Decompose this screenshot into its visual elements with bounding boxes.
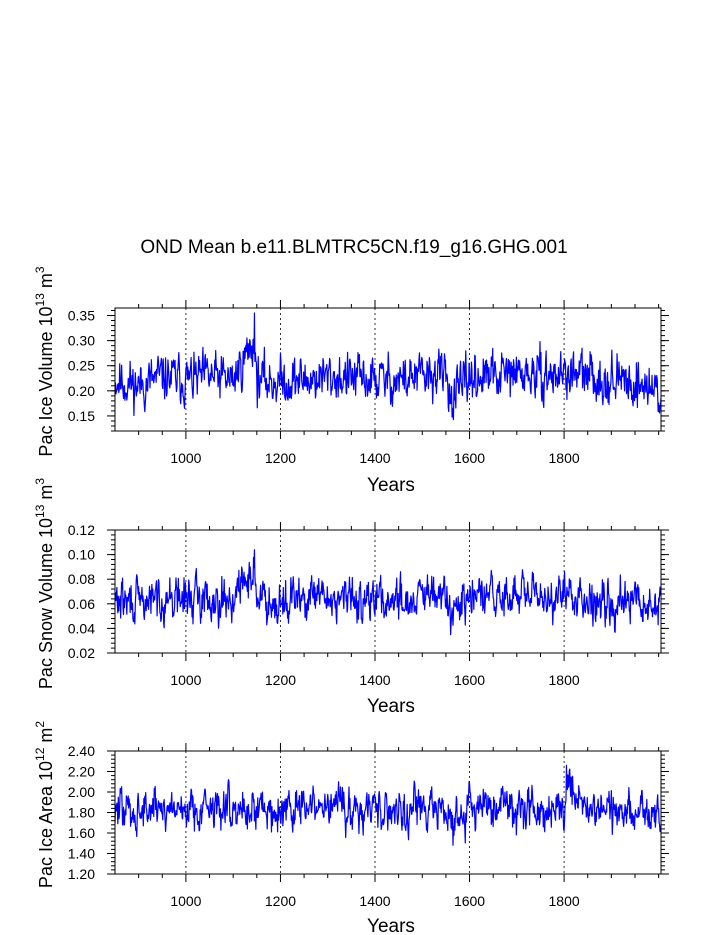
- chart-title: OND Mean b.e11.BLMTRC5CN.f19_g16.GHG.001: [140, 237, 567, 258]
- x-tick-label: 1800: [549, 672, 580, 688]
- y-tick-label: 0.20: [68, 383, 95, 399]
- y-tick-label: 0.25: [68, 358, 95, 374]
- x-tick-label: 1400: [359, 672, 390, 688]
- y-tick-label: 2.00: [68, 784, 95, 800]
- x-tick-label: 1800: [549, 450, 580, 466]
- x-tick-label: 1600: [454, 893, 485, 909]
- y-tick-label: 2.20: [68, 764, 95, 780]
- x-axis-title: Years: [367, 696, 415, 717]
- series-line: [114, 312, 662, 421]
- x-axis-title: Years: [367, 916, 415, 935]
- x-tick-label: 1200: [265, 450, 296, 466]
- y-axis-title: Pac Ice Area 1012 m2: [33, 721, 56, 888]
- y-tick-label: 0.35: [68, 308, 95, 324]
- x-tick-label: 1000: [170, 893, 201, 909]
- y-tick-label: 2.40: [68, 743, 95, 759]
- y-tick-label: 0.08: [68, 571, 95, 587]
- y-tick-label: 1.80: [68, 805, 95, 821]
- series-line: [114, 549, 662, 636]
- x-tick-label: 1400: [359, 893, 390, 909]
- plot-frame: [114, 529, 662, 654]
- y-tick-label: 0.06: [68, 596, 95, 612]
- series-line: [114, 764, 662, 846]
- y-axis-title: Pac Snow Volume 1013 m3: [33, 478, 56, 689]
- y-tick-label: 0.30: [68, 333, 95, 349]
- x-tick-label: 1400: [359, 450, 390, 466]
- y-tick-label: 0.02: [68, 645, 95, 661]
- plot-frame: [114, 307, 662, 432]
- y-tick-label: 0.04: [68, 620, 95, 636]
- x-tick-label: 1200: [265, 672, 296, 688]
- y-tick-label: 0.10: [68, 547, 95, 563]
- x-tick-label: 1200: [265, 893, 296, 909]
- x-tick-label: 1800: [549, 893, 580, 909]
- panel-3: 1000 1200 1400 1600 1800 1.20 1.40 1.60 1.80 2.00…: [33, 721, 669, 935]
- y-tick-label: 1.40: [68, 846, 95, 862]
- x-tick-label: 1600: [454, 450, 485, 466]
- y-tick-label: 1.60: [68, 825, 95, 841]
- panel-2: 1000 1200 1400 1600 1800 0.02 0.04 0.06 0.08 0.10…: [33, 478, 669, 717]
- x-tick-label: 1000: [170, 672, 201, 688]
- x-axis-title: Years: [367, 475, 415, 496]
- y-axis-title: Pac Ice Volume 1013 m3: [33, 266, 56, 456]
- y-tick-label: 0.15: [68, 408, 95, 424]
- panel-1: 1000 1200 1400 1600 1800 0.15 0.20 0.25 0.30 0.35…: [33, 266, 669, 496]
- y-tick-label: 1.20: [68, 866, 95, 882]
- y-tick-label: 0.12: [68, 522, 95, 538]
- x-tick-label: 1600: [454, 672, 485, 688]
- x-tick-label: 1000: [170, 450, 201, 466]
